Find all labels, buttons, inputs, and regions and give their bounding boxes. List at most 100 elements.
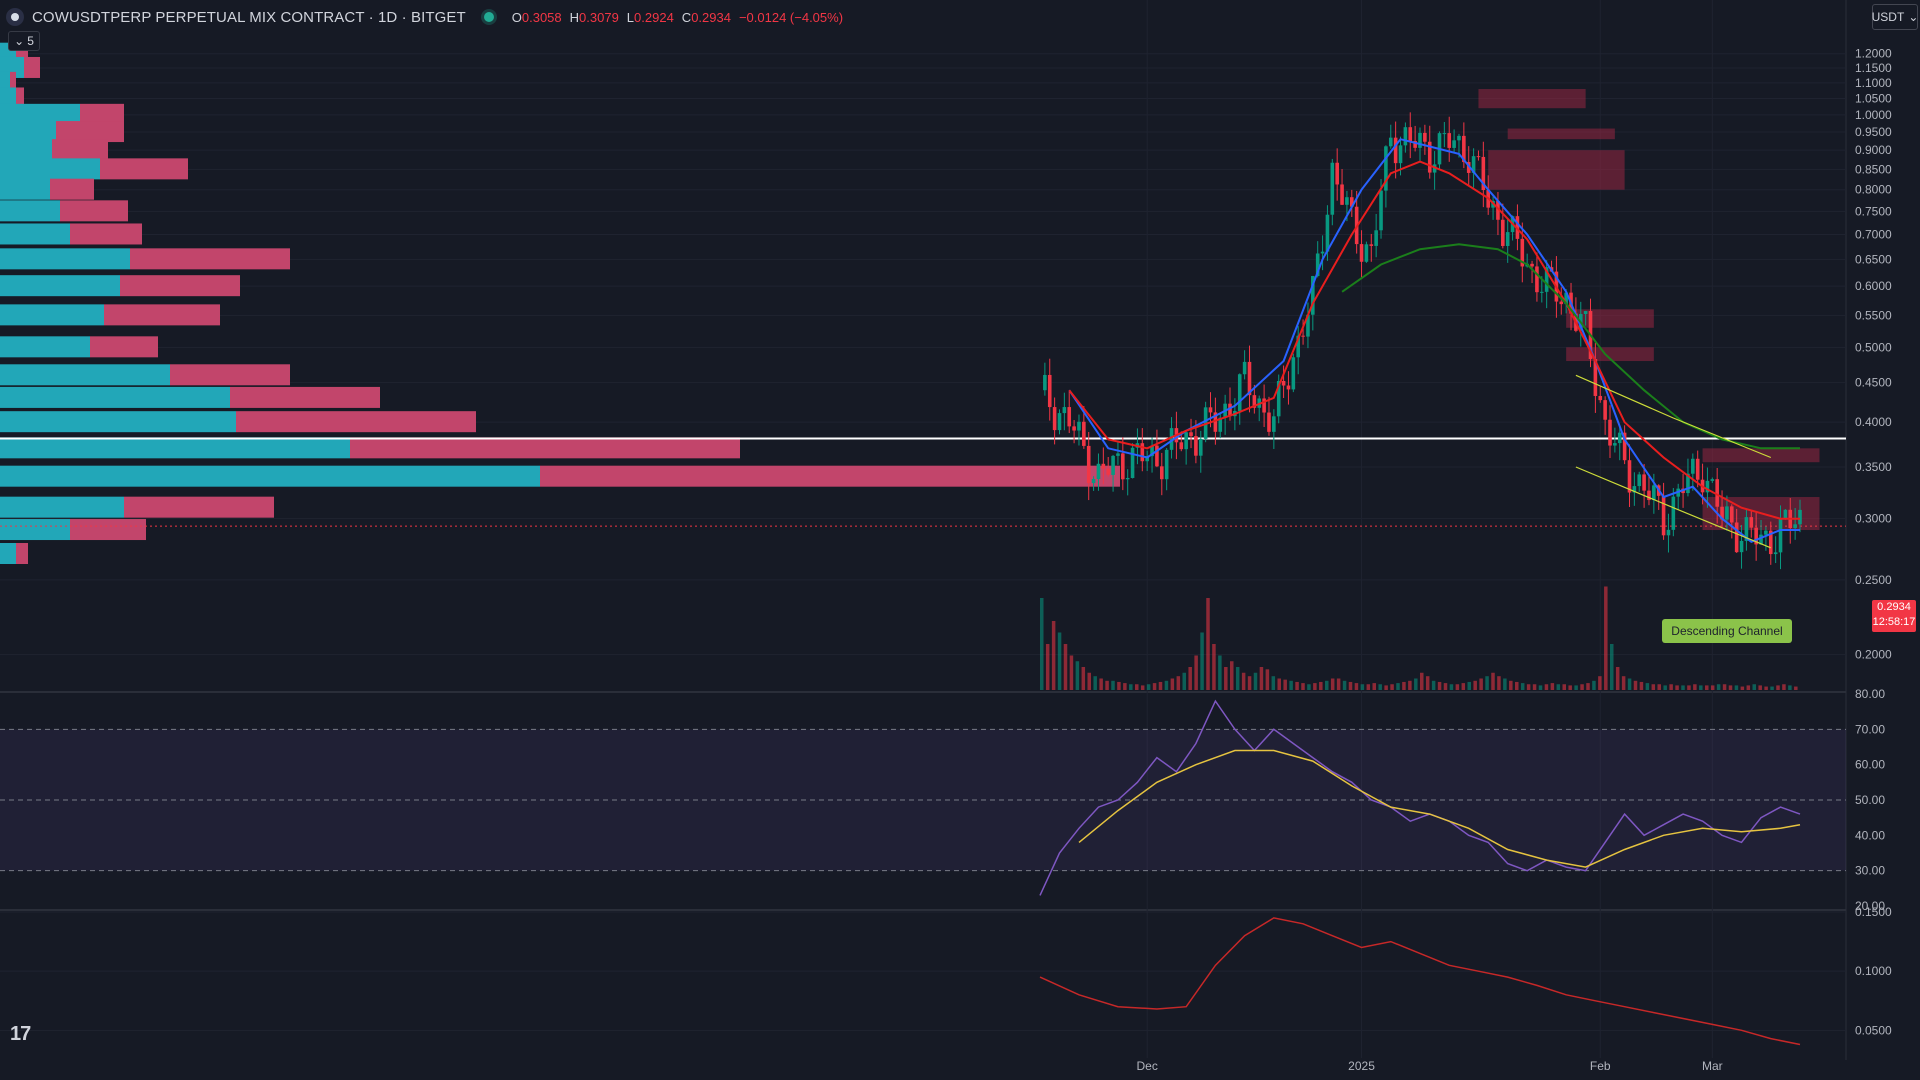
candle-body	[1729, 506, 1734, 523]
candle-body	[1535, 266, 1539, 293]
candle-body	[1427, 141, 1432, 173]
volume-bar	[1170, 678, 1175, 690]
volume-bar	[1639, 681, 1644, 690]
volume-bar	[1544, 684, 1549, 690]
volume-profile-buy-bar	[0, 275, 120, 297]
candle-body	[1515, 216, 1520, 239]
supply-zone	[1566, 347, 1654, 362]
candle-body	[1734, 522, 1739, 553]
price-axis-tick: 0.2500	[1855, 573, 1892, 587]
candle-body	[1671, 496, 1676, 530]
volume-profile-sell-bar	[50, 178, 94, 200]
cow-logo-icon	[6, 8, 24, 26]
candle-body	[1315, 253, 1320, 276]
volume-bar	[1615, 667, 1620, 690]
candle-body	[1520, 238, 1525, 267]
candle-body	[1710, 479, 1715, 481]
candle-body	[1423, 132, 1427, 142]
volume-profile-sell-bar	[80, 103, 124, 125]
volume-bar	[1182, 672, 1186, 690]
volume-profile-sell-bar	[350, 437, 740, 459]
volume-bar	[1467, 681, 1471, 690]
currency-label: USDT	[1871, 10, 1905, 24]
volume-profile-buy-bar	[0, 71, 10, 93]
candle-body	[1559, 301, 1564, 305]
indicators-toggle-button[interactable]: ⌄ 5	[8, 31, 40, 51]
price-axis-tick: 0.4500	[1855, 376, 1892, 390]
volume-bar	[1509, 680, 1513, 690]
volume-bar	[1313, 683, 1317, 690]
volume-profile-sell-bar	[124, 496, 274, 518]
candle-body	[1213, 412, 1218, 432]
candle-body	[1652, 485, 1656, 501]
volume-bar	[1069, 655, 1074, 690]
volume-profile-sell-bar	[24, 56, 40, 78]
channel-upper-line	[1575, 374, 1772, 459]
volume-bar	[1598, 676, 1602, 690]
volume-bar	[1764, 686, 1768, 690]
candle-body	[1208, 407, 1213, 413]
volume-bar	[1562, 684, 1566, 690]
volume-bar	[1123, 683, 1127, 690]
supply-zone	[1488, 150, 1625, 190]
volume-bar	[1633, 680, 1638, 690]
tradingview-logo-icon[interactable]: 17	[10, 1023, 31, 1045]
candle-body	[1388, 137, 1393, 147]
candle-body	[1145, 456, 1149, 462]
price-axis-tick: 1.2000	[1855, 47, 1892, 61]
rsi-axis-tick: 40.00	[1855, 828, 1885, 842]
ohlc-high-value: 0.3079	[579, 9, 619, 25]
volume-bar	[1271, 676, 1276, 690]
price-axis-tick: 0.5000	[1855, 340, 1892, 354]
volume-bar	[1758, 685, 1762, 690]
candle-body	[1130, 447, 1135, 478]
volume-bar	[1396, 683, 1400, 690]
volume-bar	[1402, 681, 1406, 690]
volume-bar	[1164, 680, 1169, 690]
candle-body	[1686, 473, 1690, 494]
volume-bar	[1693, 684, 1697, 690]
candle-body	[1471, 156, 1476, 173]
rsi-axis-tick: 20.00	[1855, 899, 1885, 913]
candle-body	[1111, 455, 1115, 475]
volume-bar	[1224, 667, 1228, 690]
candle-body	[1627, 460, 1632, 493]
ohlc-open-value: 0.3058	[521, 9, 562, 25]
symbol-header[interactable]: COWUSDTPERP PERPETUAL MIX CONTRACT · 1D …	[6, 6, 843, 28]
rsi-axis-tick: 50.00	[1855, 793, 1885, 807]
volume-bar	[1621, 676, 1626, 690]
candle-body	[1106, 468, 1111, 475]
candle-body	[1695, 458, 1700, 480]
candle-body	[1593, 358, 1598, 396]
candle-body	[1291, 357, 1296, 390]
candle-body	[1043, 374, 1047, 391]
currency-select[interactable]: USDT ⌄	[1872, 4, 1918, 30]
volume-bar	[1390, 684, 1394, 690]
candle-body	[1198, 438, 1203, 456]
descending-channel-label[interactable]: Descending Channel	[1662, 619, 1792, 643]
market-status-icon	[483, 12, 494, 22]
candle-body	[1798, 509, 1802, 525]
volume-bar	[1040, 598, 1044, 690]
candle-body	[1603, 400, 1607, 420]
volume-bar	[1687, 685, 1691, 690]
candle-body	[1272, 416, 1276, 432]
symbol-title[interactable]: COWUSDTPERP PERPETUAL MIX CONTRACT · 1D …	[32, 8, 466, 26]
volume-bar	[1728, 685, 1733, 690]
candle-body	[1189, 432, 1193, 437]
volume-bar	[1610, 644, 1614, 690]
candle-body	[1530, 263, 1534, 267]
candle-body	[1096, 463, 1101, 479]
candle-body	[1062, 407, 1067, 414]
candle-body	[1452, 140, 1456, 148]
volume-bar	[1194, 655, 1198, 690]
price-axis-tick: 0.6000	[1855, 279, 1892, 293]
volume-profile-buy-bar	[0, 496, 124, 518]
volume-bar	[1437, 681, 1442, 690]
candle-body	[1286, 385, 1291, 390]
volume-bar	[1360, 684, 1365, 690]
candle-body	[1720, 506, 1724, 520]
volume-profile-buy-bar	[0, 386, 230, 408]
candle-body	[1764, 530, 1768, 535]
